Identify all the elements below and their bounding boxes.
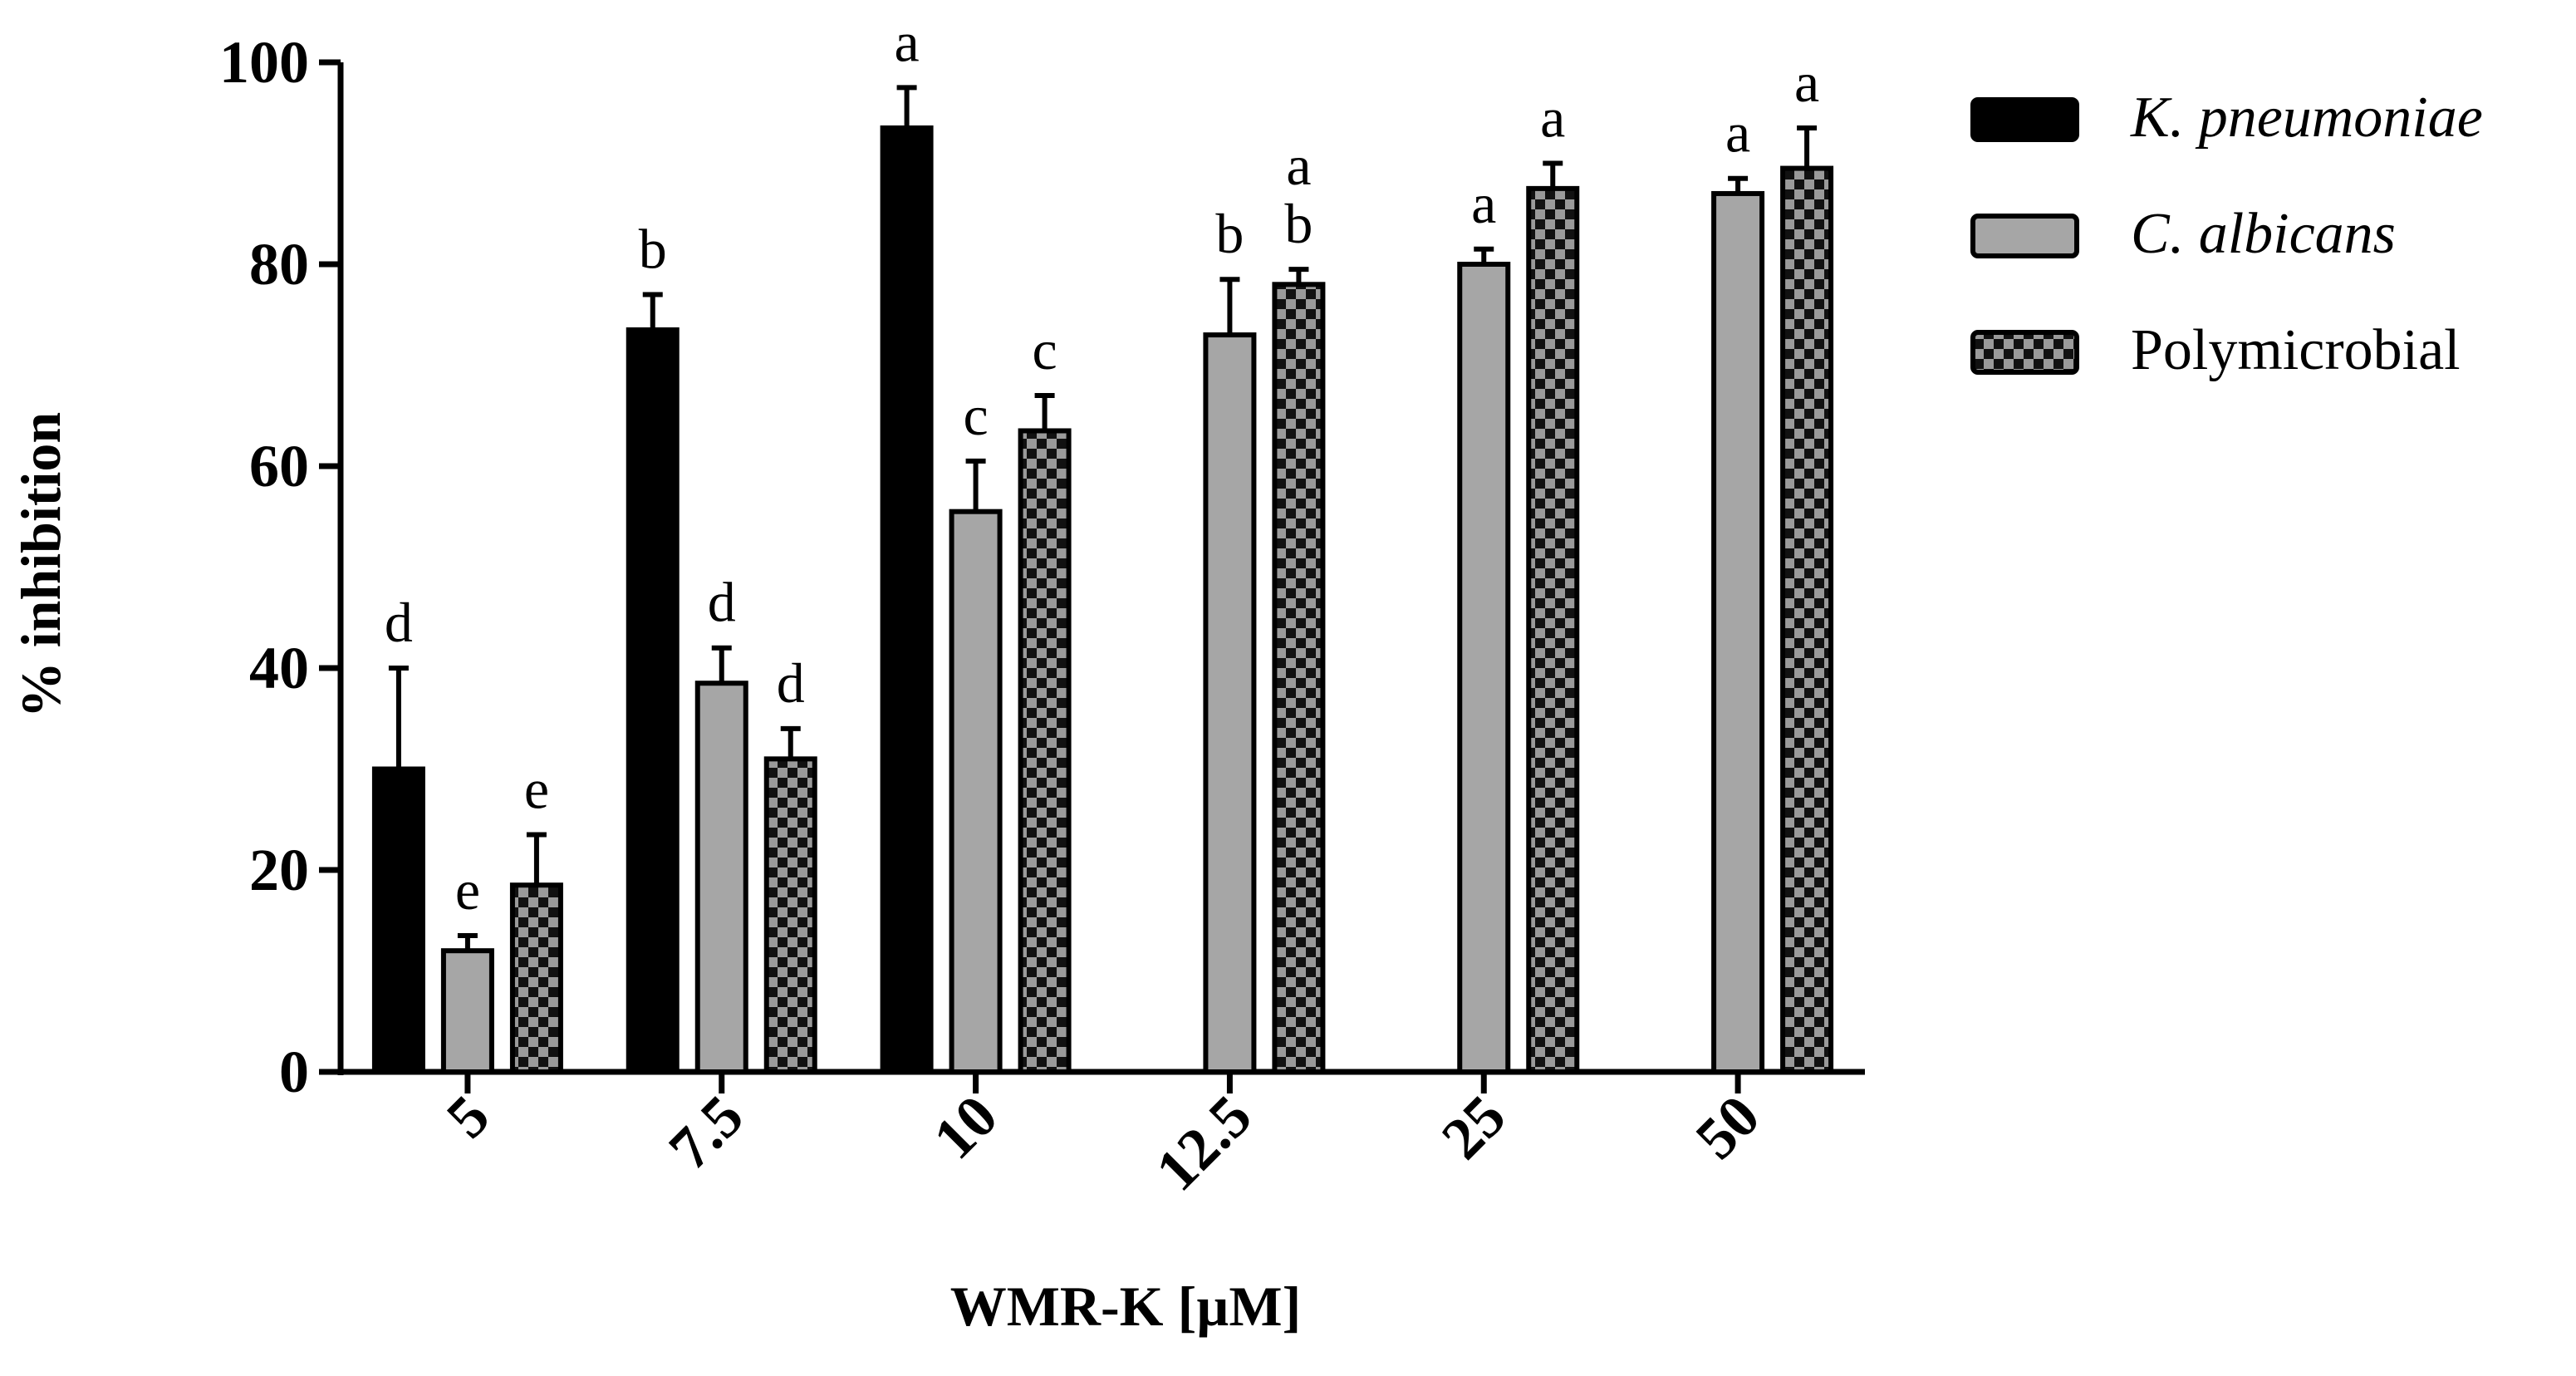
x-tick-label: 50 xyxy=(1683,1083,1772,1172)
x-tick-label: 12.5 xyxy=(1143,1083,1264,1204)
x-axis-title: WMR-K [µM] xyxy=(950,1275,1301,1338)
bar xyxy=(1457,262,1511,1074)
y-tick-label: 60 xyxy=(249,433,309,499)
x-tick-label: 7.5 xyxy=(656,1083,756,1182)
legend-label: C. albicans xyxy=(2131,202,2396,266)
significance-label: c xyxy=(1032,318,1057,381)
significance-label: a xyxy=(1794,51,1819,114)
significance-label: a xyxy=(1471,172,1496,235)
y-tick-label: 100 xyxy=(219,29,309,96)
significance-label: d xyxy=(385,591,413,654)
significance-label: e xyxy=(455,858,480,921)
significance-label: a xyxy=(894,10,919,73)
bars xyxy=(371,125,1834,1075)
significance-label: b xyxy=(1215,202,1244,265)
bar xyxy=(509,882,563,1074)
bar xyxy=(1018,428,1072,1074)
y-tick-label: 40 xyxy=(249,635,309,701)
legend-swatch xyxy=(1970,214,2079,258)
significance-label: d xyxy=(777,651,805,715)
bar xyxy=(440,948,494,1074)
bar xyxy=(763,756,817,1074)
bar xyxy=(880,125,934,1075)
bar xyxy=(1203,332,1257,1074)
x-tick-label: 10 xyxy=(920,1083,1009,1172)
bar xyxy=(1526,185,1580,1074)
bar xyxy=(1780,165,1834,1075)
x-tick-label: 25 xyxy=(1429,1083,1518,1172)
legend-label: Polymicrobial xyxy=(2131,318,2461,382)
legend-swatch xyxy=(1970,97,2079,142)
significance-label: e xyxy=(524,757,549,820)
bar xyxy=(626,327,680,1075)
error-bars xyxy=(388,85,1818,951)
legend-swatch xyxy=(1970,330,2079,375)
bar xyxy=(371,766,425,1074)
y-axis-title: % inhibition xyxy=(9,412,72,719)
significance-label: a xyxy=(1286,134,1311,197)
y-tick-label: 20 xyxy=(249,837,309,903)
significance-label: a xyxy=(1725,101,1750,165)
legend-label: K. pneumoniae xyxy=(2130,86,2483,150)
significance-label: a xyxy=(1540,86,1565,150)
significance-label: b xyxy=(1284,192,1313,255)
y-tick-label: 0 xyxy=(279,1039,309,1105)
legend: K. pneumoniae C. albicans Polymicrobial xyxy=(1970,86,2483,382)
bar xyxy=(949,509,1003,1074)
axes xyxy=(319,59,1865,1093)
significance-label: b xyxy=(639,217,667,280)
bar xyxy=(1272,282,1326,1074)
bar xyxy=(694,681,748,1074)
significance-label: c xyxy=(963,384,988,447)
y-tick-label: 80 xyxy=(249,231,309,297)
significance-label: d xyxy=(708,571,736,634)
bar xyxy=(1711,190,1765,1075)
